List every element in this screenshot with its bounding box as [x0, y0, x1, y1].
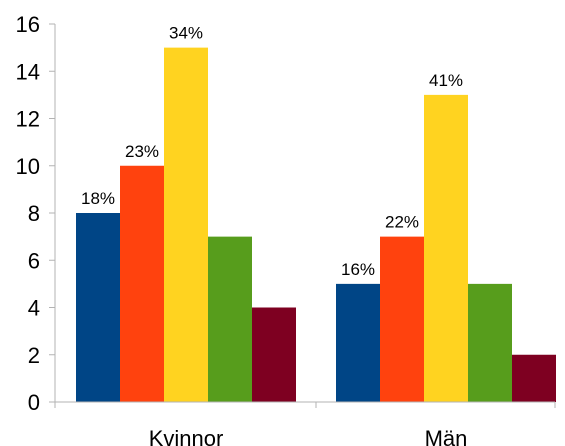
y-tick-label: 4 — [28, 296, 40, 321]
x-category-label: Kvinnor — [149, 426, 224, 446]
bar-m-n-s3 — [424, 94, 468, 402]
x-category-label: Män — [425, 426, 468, 446]
data-label: 18% — [81, 189, 115, 208]
bar-kvinnor-s2 — [120, 165, 164, 402]
data-label: 41% — [429, 71, 463, 90]
bar-m-n-s4 — [468, 283, 512, 402]
y-tick-label: 6 — [28, 248, 40, 273]
bar-m-n-s5 — [512, 354, 556, 402]
bar-kvinnor-s3 — [164, 47, 208, 402]
data-label: 22% — [385, 213, 419, 232]
data-label: 16% — [341, 260, 375, 279]
y-tick-label: 0 — [28, 390, 40, 415]
y-tick-label: 14 — [16, 59, 40, 84]
bar-m-n-s2 — [380, 236, 424, 402]
labels-layer: 0 2 4 6 8 10 12 14 16 Kvinnor Män 18% 23% 34% 16% 22% 41… — [16, 12, 468, 446]
y-tick-label: 10 — [16, 154, 40, 179]
axis-layer — [49, 23, 556, 408]
y-tick-label: 8 — [28, 201, 40, 226]
bar-m-n-s1 — [336, 283, 380, 402]
bar-kvinnor-s4 — [208, 236, 252, 402]
y-tick-label: 2 — [28, 343, 40, 368]
y-tick-label: 12 — [16, 107, 40, 132]
bar-kvinnor-s5 — [252, 307, 296, 402]
data-label: 34% — [169, 24, 203, 43]
bar-kvinnor-s1 — [76, 213, 120, 402]
y-tick-label: 16 — [16, 12, 40, 37]
data-label: 23% — [125, 142, 159, 161]
bars-layer — [76, 47, 556, 402]
